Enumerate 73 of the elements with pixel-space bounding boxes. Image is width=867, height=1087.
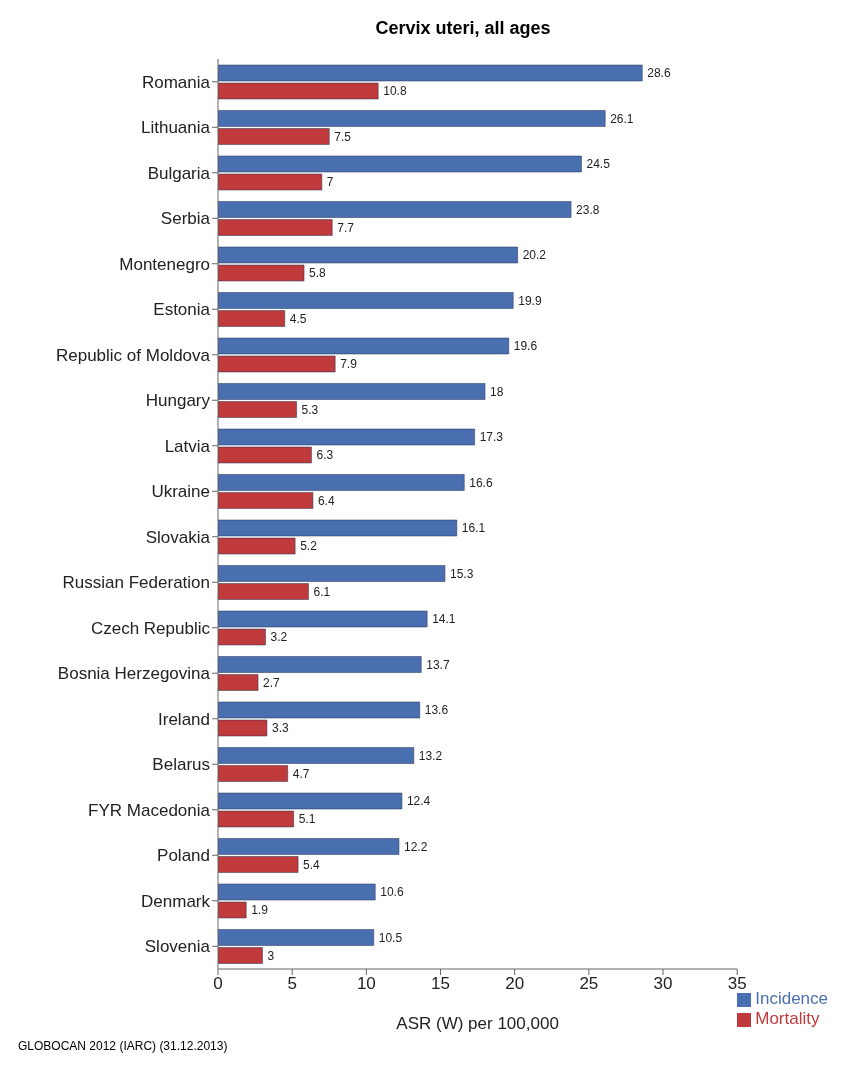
data-label: 13.6: [424, 703, 449, 718]
y-tick-label: Poland: [157, 846, 210, 866]
y-tick-label: Estonia: [153, 300, 211, 320]
data-label: 7: [326, 175, 334, 190]
data-label: 7.7: [337, 220, 355, 235]
y-tick-label: FYR Macedonia: [88, 800, 211, 820]
x-axis-title: ASR (W) per 100,000: [396, 1014, 559, 1033]
y-tick-label: Romania: [141, 72, 211, 92]
data-label: 23.8: [576, 202, 600, 217]
text: GLOBOCAN 2012 (IARC) (31.12.2013): [17, 1039, 229, 1053]
data-label: 5.8: [309, 266, 327, 281]
legend-label: Mortality: [755, 1009, 820, 1028]
x-tick-label: 15: [431, 974, 450, 994]
y-tick-label: Denmark: [141, 891, 211, 911]
data-label: 3: [267, 948, 275, 963]
x-tick-label: 5: [287, 974, 297, 994]
y-tick-label: Serbia: [160, 209, 211, 229]
data-label: 20.2: [522, 248, 547, 263]
data-label: 28.6: [647, 66, 671, 81]
x-tick-label: 20: [505, 974, 525, 994]
y-tick-label: Latvia: [164, 436, 211, 456]
x-tick-label: 35: [727, 974, 747, 994]
data-label: 4.7: [292, 766, 310, 781]
data-label: 26.1: [610, 111, 634, 126]
data-label: 24.5: [586, 157, 611, 172]
y-tick-label: Slovakia: [145, 527, 211, 547]
data-label: 6.4: [317, 493, 335, 508]
data-label: 19.6: [513, 339, 538, 354]
y-tick-label: Slovenia: [144, 937, 211, 957]
data-label: 5.2: [300, 539, 318, 554]
data-label: 4.5: [289, 311, 307, 326]
y-tick-label: Bulgaria: [147, 163, 211, 183]
data-label: 13.7: [426, 657, 450, 672]
data-label: 2.7: [263, 675, 281, 690]
y-tick-label: Czech Republic: [90, 618, 211, 638]
data-label: 5.1: [298, 812, 316, 827]
data-label: 5.3: [301, 402, 319, 417]
data-label: 7.5: [334, 129, 352, 144]
data-label: 10.6: [380, 885, 404, 900]
y-tick-label: Russian Federation: [62, 573, 210, 593]
data-label: 1.9: [251, 903, 269, 918]
data-label: 7.9: [340, 357, 358, 372]
chart-title: Cervix uteri, all ages: [374, 17, 552, 39]
y-tick-label: Bosnia Herzegovina: [57, 664, 211, 684]
y-tick-label: Hungary: [145, 391, 211, 411]
legend-label: Incidence: [755, 989, 828, 1008]
y-tick-label: Belarus: [152, 755, 210, 775]
y-tick-label: Ukraine: [151, 482, 210, 502]
y-tick-label: Republic of Moldova: [55, 345, 211, 365]
data-label: 10.5: [378, 930, 403, 945]
data-label: 12.2: [403, 839, 428, 854]
data-label: 10.8: [383, 84, 407, 99]
data-label: 6.1: [313, 584, 331, 599]
data-label: 16.6: [469, 475, 493, 490]
data-label: 19.9: [518, 293, 542, 308]
data-label: 18: [490, 384, 504, 399]
data-label: 12.4: [406, 794, 431, 809]
y-tick-label: Ireland: [158, 709, 210, 729]
x-tick-label: 10: [356, 974, 376, 994]
y-tick-label: Montenegro: [119, 254, 210, 274]
data-label: 6.3: [316, 448, 334, 463]
data-label: 15.3: [449, 566, 474, 581]
x-tick-label: 0: [213, 974, 223, 994]
y-tick-label: Lithuania: [140, 118, 211, 138]
data-label: 3.3: [271, 721, 289, 736]
data-label: 5.4: [303, 857, 321, 872]
x-tick-label: 25: [579, 974, 599, 994]
x-tick-label: 30: [653, 974, 673, 994]
data-label: 17.3: [479, 430, 504, 445]
data-label: 14.1: [432, 612, 456, 627]
data-label: 3.2: [270, 630, 288, 645]
data-label: 13.2: [418, 748, 443, 763]
data-label: 16.1: [461, 521, 486, 536]
